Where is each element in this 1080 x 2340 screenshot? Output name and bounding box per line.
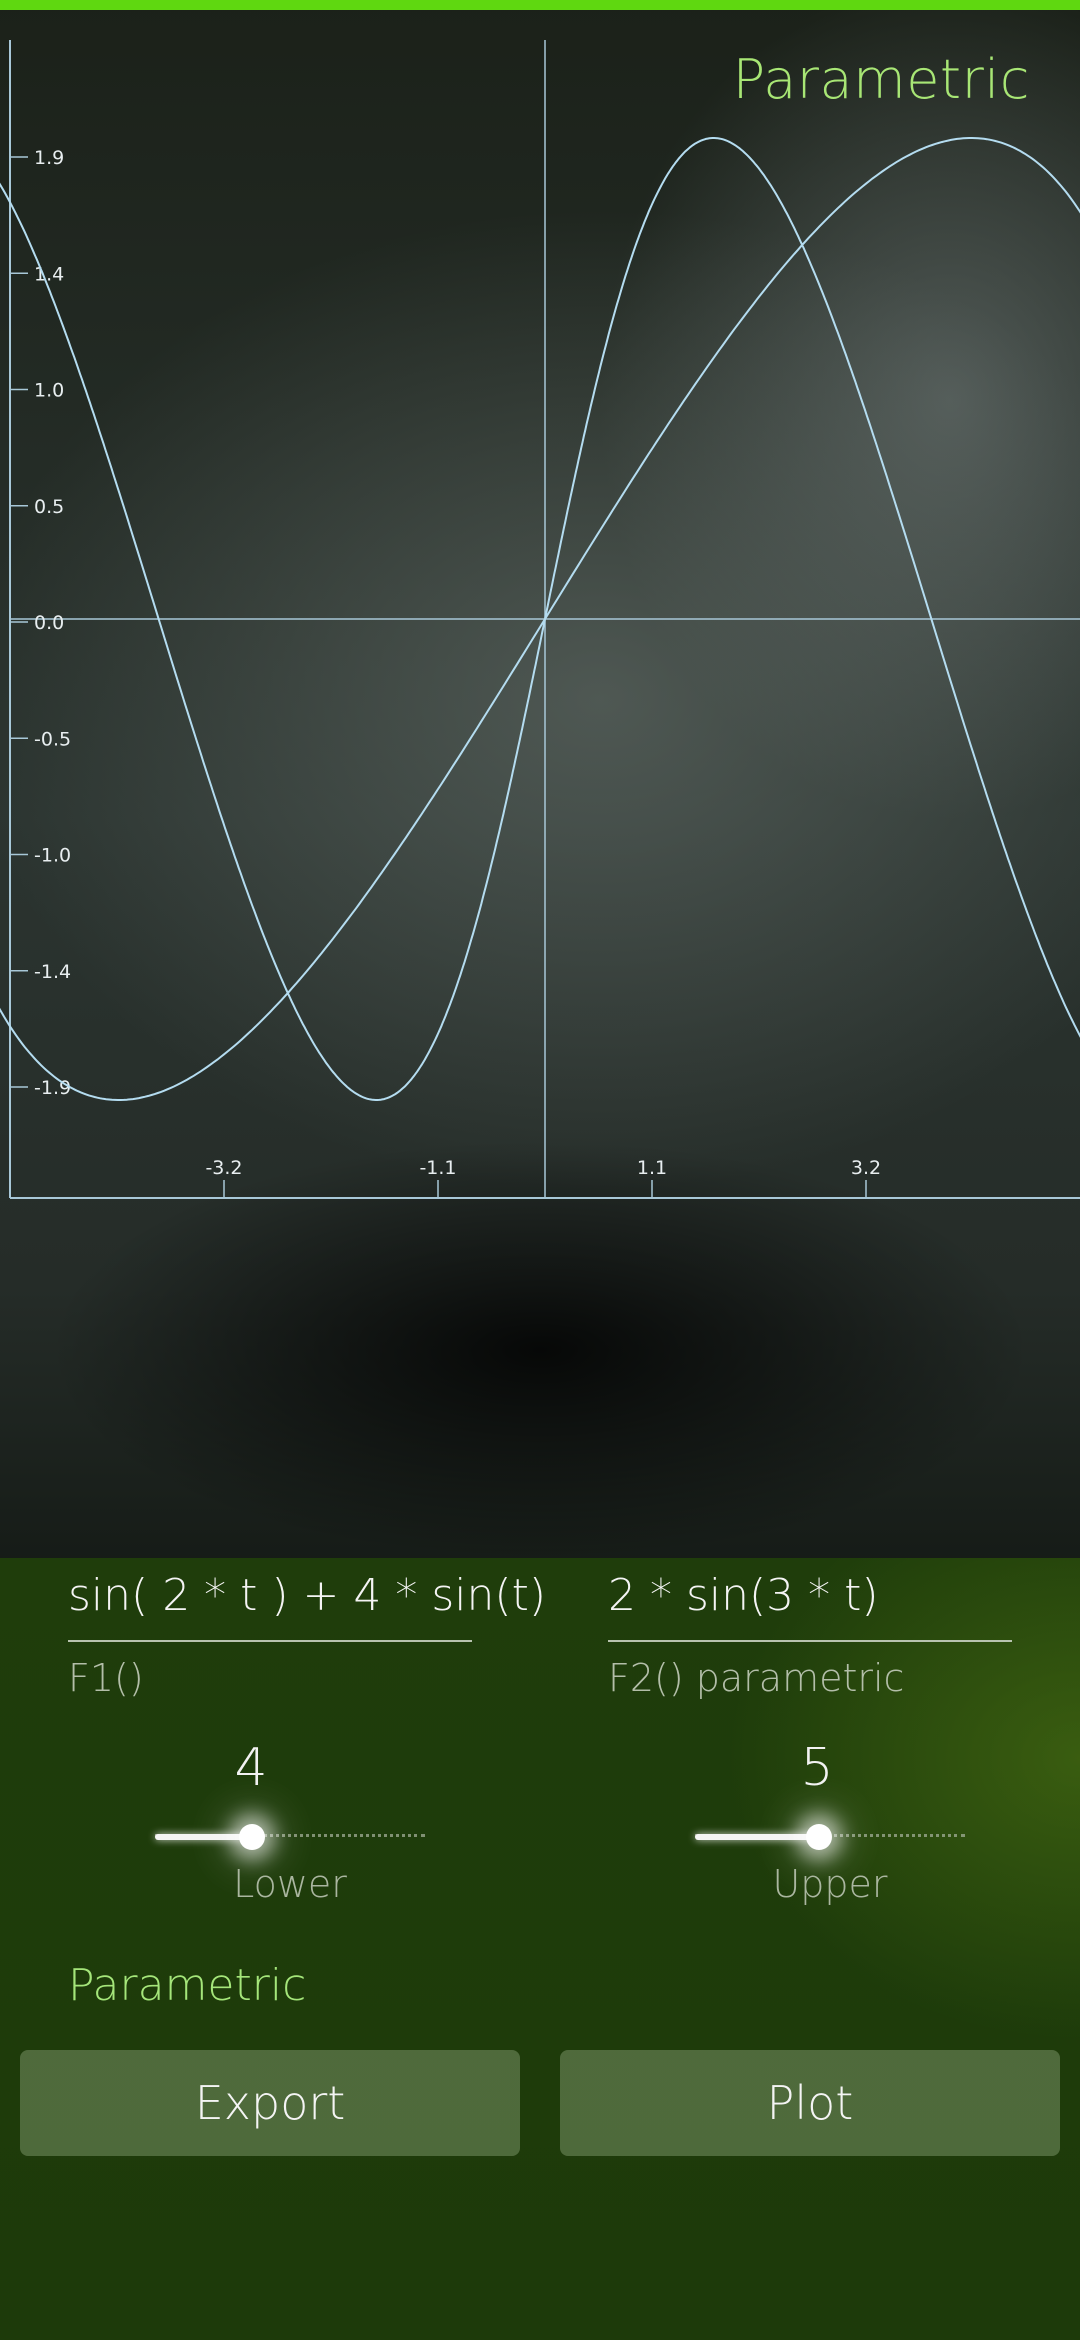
x-tick-label: -1.1	[419, 1157, 456, 1179]
y-tick-label: -1.0	[34, 845, 71, 867]
f2-input-underline	[608, 1640, 1012, 1642]
mode-label: Parametric	[68, 1960, 307, 2011]
y-tick-label: 1.9	[34, 147, 64, 169]
x-tick-label: -3.2	[205, 1157, 242, 1179]
upper-slider-value: 5	[800, 1738, 834, 1798]
parametric-curve	[0, 137, 1080, 1101]
y-tick-label: -0.5	[34, 728, 71, 750]
lower-slider-label: Lower	[233, 1862, 347, 1906]
lower-slider-track[interactable]	[155, 1834, 425, 1841]
f1-label: F1()	[68, 1656, 144, 1700]
top-accent-bar	[0, 0, 1080, 10]
plot-button[interactable]: Plot	[560, 2050, 1060, 2156]
upper-slider[interactable]	[695, 1820, 965, 1854]
export-button[interactable]: Export	[20, 2050, 520, 2156]
upper-slider-fill	[695, 1834, 820, 1840]
y-tick-label: 0.0	[34, 612, 64, 634]
x-tick-label: 3.2	[851, 1157, 881, 1179]
plot-title: Parametric	[732, 48, 1030, 111]
f2-label: F2() parametric	[608, 1656, 905, 1700]
controls-panel	[0, 1558, 1080, 2340]
lower-slider-handle[interactable]	[239, 1824, 266, 1850]
f2-expression-input[interactable]: 2 * sin(3 * t)	[608, 1570, 879, 1621]
f1-expression-input[interactable]: sin( 2 * t ) + 4 * sin(t)	[68, 1570, 546, 1621]
upper-slider-handle[interactable]	[806, 1824, 833, 1850]
lower-slider[interactable]	[155, 1820, 425, 1854]
y-tick-label: 1.4	[34, 263, 64, 285]
parametric-plot[interactable]: 1.9 1.4 1.0 0.5 0.0 -0.5 -1.0 -1.4 -1.9 -3.2 -1.1 1…	[0, 0, 1080, 1205]
y-tick-label: -1.4	[34, 961, 71, 983]
x-tick-label: 1.1	[637, 1157, 667, 1179]
y-tick-label: 0.5	[34, 496, 64, 518]
y-tick-label: -1.9	[34, 1077, 71, 1099]
lower-slider-value: 4	[234, 1738, 268, 1798]
f1-input-underline	[68, 1640, 472, 1642]
upper-slider-label: Upper	[772, 1862, 888, 1906]
lower-slider-fill	[155, 1834, 253, 1840]
y-tick-label: 1.0	[34, 380, 64, 402]
